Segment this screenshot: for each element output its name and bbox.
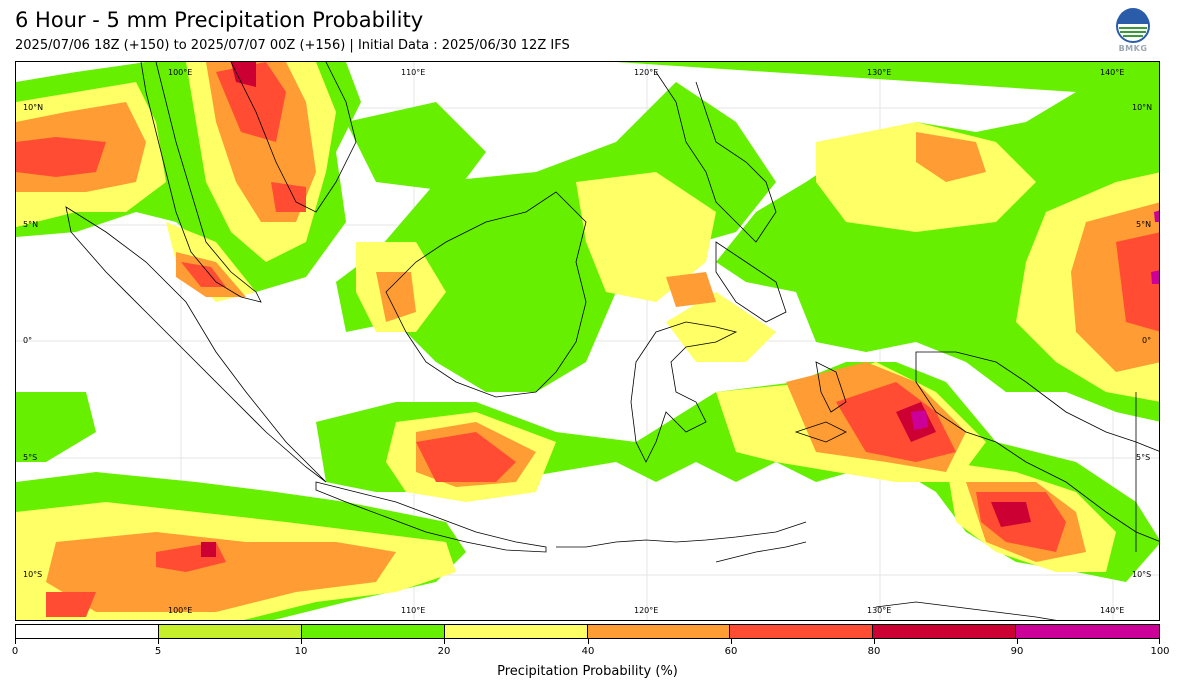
lat-label-left-10n: 10°N (23, 103, 44, 112)
lon-label-bottom-120: 120°E (634, 606, 659, 615)
map-canvas (16, 62, 1159, 620)
colorbar-tick-label: 20 (437, 646, 451, 657)
colorbar-segment (444, 625, 588, 638)
colorbar-segment (158, 625, 302, 638)
lon-label-top-130: 130°E (867, 68, 892, 77)
colorbar-tick (15, 639, 16, 644)
colorbar-title: Precipitation Probability (%) (497, 664, 678, 679)
colorbar-segment (301, 625, 445, 638)
colorbar-tick-label: 80 (867, 646, 881, 657)
lat-label-right-5s: 5°S (1136, 453, 1151, 462)
colorbar-tick-label: 5 (154, 646, 162, 657)
colorbar-tick-label: 60 (724, 646, 738, 657)
colorbar-segment (730, 625, 874, 638)
bmkg-logo-icon: BMKG (1112, 8, 1154, 56)
colorbar-tick-label: 90 (1010, 646, 1024, 657)
colorbar-segment (16, 625, 159, 638)
lon-label-top-120: 120°E (634, 68, 659, 77)
colorbar-tick-label: 40 (581, 646, 595, 657)
colorbar-tick (301, 639, 302, 644)
colorbar-tick (874, 639, 875, 644)
colorbar-tick (158, 639, 159, 644)
colorbar-tick (1017, 639, 1018, 644)
lon-label-bottom-110: 110°E (401, 606, 426, 615)
page-title: 6 Hour - 5 mm Precipitation Probability (15, 8, 424, 32)
lat-label-right-10s: 10°S (1132, 570, 1152, 579)
lat-label-left-0: 0° (23, 336, 33, 345)
colorbar-tick (731, 639, 732, 644)
page-subtitle: 2025/07/06 18Z (+150) to 2025/07/07 00Z … (15, 38, 570, 53)
lon-label-top-110: 110°E (401, 68, 426, 77)
colorbar (15, 624, 1160, 639)
colorbar-tick-label: 0 (11, 646, 19, 657)
colorbar-tick (444, 639, 445, 644)
lon-label-bottom-130: 130°E (867, 606, 892, 615)
colorbar-segment (1016, 625, 1159, 638)
lat-label-right-5n: 5°N (1136, 220, 1152, 229)
prob-90-100-areas (911, 210, 1159, 430)
lat-label-right-0: 0° (1142, 336, 1152, 345)
lat-label-left-5n: 5°N (23, 220, 39, 229)
colorbar-segment (873, 625, 1017, 638)
coastlines (65, 62, 1159, 620)
logo-text: BMKG (1118, 44, 1148, 53)
lat-label-right-10n: 10°N (1132, 103, 1153, 112)
colorbar-tick-label: 10 (294, 646, 308, 657)
colorbar-tick-label: 100 (1150, 646, 1170, 657)
lon-label-bottom-100: 100°E (168, 606, 193, 615)
lat-label-left-10s: 10°S (23, 570, 43, 579)
lon-label-top-100: 100°E (168, 68, 193, 77)
lon-label-bottom-140: 140°E (1100, 606, 1125, 615)
precipitation-map: 100°E 110°E 120°E 130°E 140°E 100°E 110°… (15, 61, 1160, 621)
lat-label-left-5s: 5°S (23, 453, 38, 462)
colorbar-tick (1159, 639, 1160, 644)
lon-label-top-140: 140°E (1100, 68, 1125, 77)
colorbar-segment (587, 625, 731, 638)
colorbar-tick (588, 639, 589, 644)
